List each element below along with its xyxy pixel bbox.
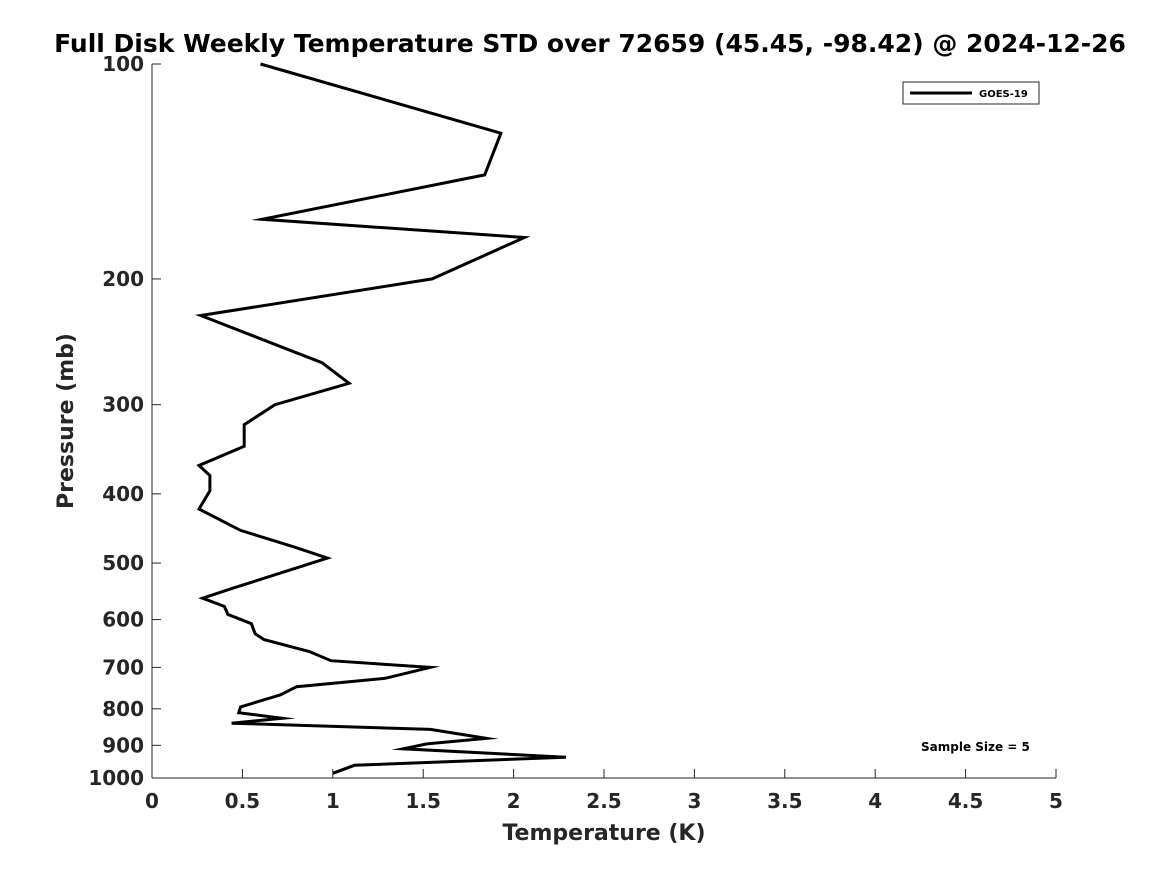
x-tick-label: 4 [868,789,882,813]
chart-title: Full Disk Weekly Temperature STD over 72… [54,29,1126,58]
y-tick-label: 400 [102,482,144,506]
y-tick-label: 800 [102,697,144,721]
x-tick-label: 2 [507,789,521,813]
x-tick-label: 1.5 [405,789,440,813]
x-tick-label: 5 [1049,789,1063,813]
x-tick-label: 0 [145,789,159,813]
x-tick-label: 3.5 [767,789,802,813]
y-tick-label: 500 [102,551,144,575]
legend: GOES-19 [902,81,1040,105]
x-axis-label: Temperature (K) [502,821,705,846]
x-tick-label: 3 [687,789,701,813]
y-axis-label: Pressure (mb) [54,333,79,509]
sample-size-annotation: Sample Size = 5 [921,740,1030,754]
y-ticks: 100 200 300 400 500 600 700 800 900 1000 [88,52,161,790]
y-tick-label: 600 [102,608,144,632]
legend-label-goes-19: GOES-19 [979,89,1028,100]
x-ticks: 0 0.5 1 1.5 2 2.5 3 3.5 4 4.5 5 [145,769,1063,813]
x-tick-label: 4.5 [948,789,983,813]
y-tick-label: 1000 [88,766,144,790]
y-tick-label: 900 [102,733,144,757]
series-layer [195,62,567,775]
x-tick-label: 2.5 [586,789,621,813]
y-tick-label: 100 [102,52,144,76]
series-line-goes-19 [195,62,567,775]
x-tick-label: 1 [326,789,340,813]
x-tick-label: 0.5 [225,789,260,813]
y-tick-label: 300 [102,393,144,417]
y-tick-label: 700 [102,655,144,679]
y-tick-label: 200 [102,267,144,291]
